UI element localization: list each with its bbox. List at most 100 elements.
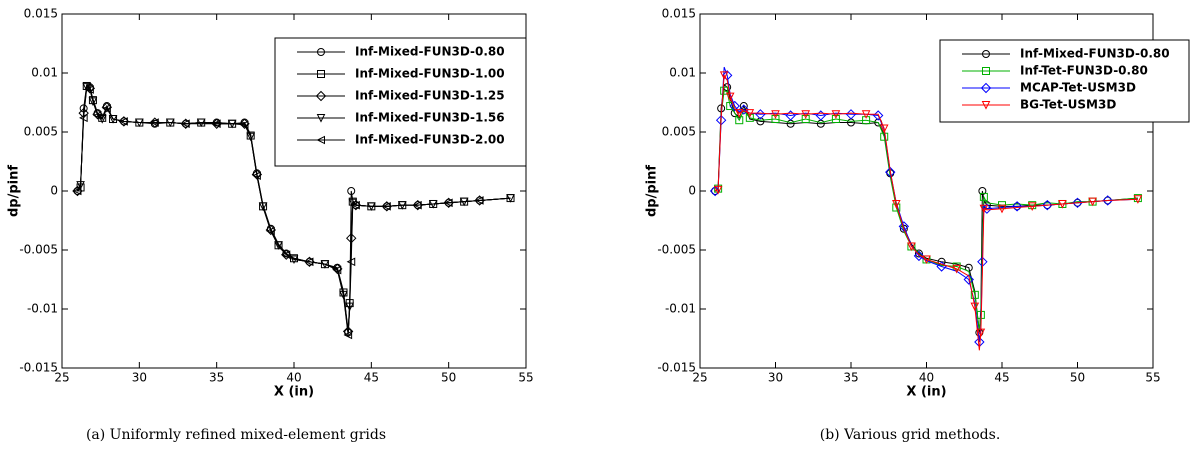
marker xyxy=(351,200,360,210)
marker xyxy=(978,187,987,195)
x-tick-label: 45 xyxy=(364,371,379,385)
marker xyxy=(879,124,889,134)
marker xyxy=(970,290,979,299)
marker xyxy=(1028,201,1037,210)
marker xyxy=(79,113,88,123)
series-line xyxy=(714,66,1138,343)
marker xyxy=(382,202,391,211)
marker xyxy=(720,86,729,95)
legend-label: Inf-Mixed-FUN3D-0.80 xyxy=(355,45,505,59)
y-tick-label: 0.01 xyxy=(31,66,58,80)
marker xyxy=(738,104,749,115)
marker xyxy=(85,85,94,94)
marker xyxy=(102,104,111,113)
marker xyxy=(1058,199,1067,209)
marker xyxy=(246,132,256,142)
y-tick-label: -0.01 xyxy=(27,302,58,316)
series-line xyxy=(714,90,1138,331)
marker xyxy=(332,265,342,275)
y-tick-label: 0.01 xyxy=(669,66,696,80)
legend-label: Inf-Mixed-FUN3D-2.00 xyxy=(355,133,505,147)
marker xyxy=(266,226,275,236)
x-tick-label: 50 xyxy=(441,371,456,385)
marker xyxy=(907,242,916,252)
marker xyxy=(861,110,871,119)
marker xyxy=(801,110,811,119)
y-tick-label: 0 xyxy=(688,184,696,198)
marker xyxy=(745,113,754,122)
marker xyxy=(952,262,961,271)
marker xyxy=(82,83,92,92)
marker xyxy=(745,109,755,118)
marker xyxy=(815,110,827,121)
legend-marker xyxy=(316,114,326,123)
caption: (b) Various grid methods. xyxy=(820,427,1001,443)
marker xyxy=(346,257,356,267)
legend-label: Inf-Mixed-FUN3D-1.00 xyxy=(355,67,505,81)
marker xyxy=(880,132,889,141)
marker xyxy=(1133,195,1143,204)
y-tick-label: -0.005 xyxy=(19,243,58,257)
legend-label: Inf-Mixed-FUN3D-1.56 xyxy=(355,111,505,125)
legend-marker xyxy=(317,48,325,56)
marker xyxy=(290,254,298,263)
marker xyxy=(913,250,925,262)
marker xyxy=(444,198,453,208)
marker xyxy=(756,117,765,126)
marker xyxy=(831,110,841,119)
marker xyxy=(1102,195,1113,206)
x-tick-label: 45 xyxy=(994,371,1009,385)
marker xyxy=(413,200,422,210)
x-tick-label: 55 xyxy=(1145,371,1160,385)
marker xyxy=(88,97,98,106)
marker xyxy=(348,198,358,208)
marker xyxy=(831,115,840,124)
marker xyxy=(719,71,729,80)
marker xyxy=(1027,202,1037,211)
marker xyxy=(1088,197,1097,207)
marker xyxy=(976,328,986,338)
legend-marker xyxy=(317,70,325,78)
marker xyxy=(771,110,780,119)
marker xyxy=(92,111,102,120)
marker xyxy=(981,203,993,214)
y-tick-label: 0.015 xyxy=(662,7,696,21)
y-tick-label: -0.015 xyxy=(19,361,58,375)
x-axis-label: X (in) xyxy=(274,385,314,400)
legend-label: MCAP-Tet-USM3D xyxy=(1020,81,1136,95)
y-tick-label: -0.015 xyxy=(657,361,696,375)
marker xyxy=(212,119,221,129)
x-tick-label: 25 xyxy=(54,371,69,385)
marker xyxy=(914,249,923,258)
marker xyxy=(1042,199,1053,211)
y-axis-label: dp/pinf xyxy=(7,165,22,217)
marker xyxy=(72,186,82,196)
x-tick-label: 30 xyxy=(132,371,147,385)
marker xyxy=(474,196,484,205)
legend-marker xyxy=(980,82,992,94)
marker xyxy=(342,326,354,337)
marker xyxy=(952,264,962,274)
marker xyxy=(785,110,796,121)
marker xyxy=(979,204,989,214)
marker xyxy=(1011,201,1023,212)
marker xyxy=(885,166,896,178)
marker xyxy=(196,118,206,128)
legend-marker xyxy=(982,67,990,75)
marker xyxy=(347,187,356,195)
y-tick-label: -0.01 xyxy=(665,302,696,316)
x-tick-label: 30 xyxy=(768,371,783,385)
legend-label: Inf-Mixed-FUN3D-0.80 xyxy=(1020,47,1170,61)
legend-marker xyxy=(316,135,325,145)
caption: (a) Uniformly refined mixed-element grid… xyxy=(86,427,386,443)
y-tick-label: 0.005 xyxy=(24,125,58,139)
legend-label: Inf-Mixed-FUN3D-1.25 xyxy=(355,89,505,103)
marker xyxy=(891,199,901,209)
x-tick-label: 55 xyxy=(518,371,533,385)
marker xyxy=(801,115,810,124)
marker xyxy=(343,330,353,340)
marker xyxy=(150,118,159,127)
y-tick-label: -0.005 xyxy=(657,243,696,257)
